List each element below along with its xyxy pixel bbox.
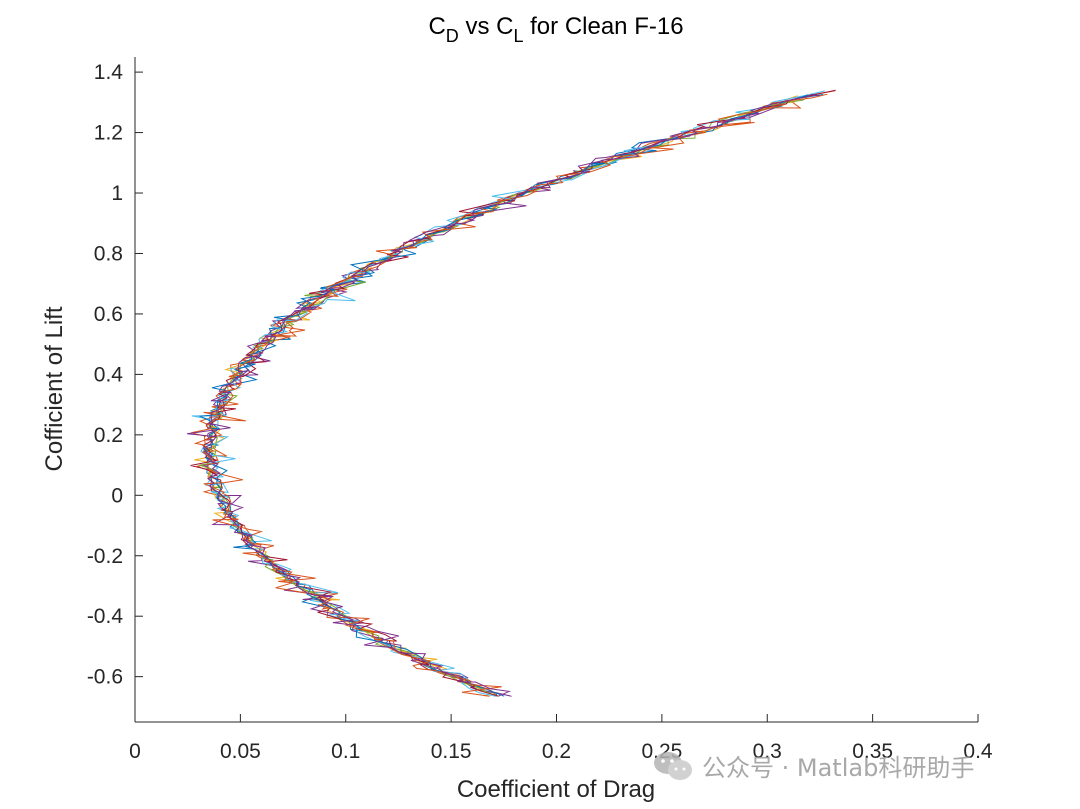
plot-area (135, 57, 978, 722)
y-ticks: -0.6 -0.4 -0.2 0 0.2 0.4 0.6 0.8 1 1.2 1.4 (87, 61, 143, 689)
series-line (187, 93, 818, 697)
x-tick-label: 0.2 (542, 740, 571, 763)
axes: 0 0.05 0.1 0.15 0.2 0.25 0.3 0.35 0.4 -0.6-0.4-0… (87, 57, 993, 763)
x-tick-label: 0.05 (220, 740, 261, 763)
series-line (190, 89, 836, 697)
y-tick-label: 0.2 (94, 424, 123, 447)
y-tick-label: 1 (111, 182, 123, 205)
y-tick-label: 0.4 (94, 363, 124, 386)
x-tick-label: 0.35 (852, 740, 893, 763)
watermark-text: 公众号 · Matlab科研助手 (702, 754, 975, 782)
x-tick-label: 0.3 (753, 740, 782, 763)
y-tick-label: -0.4 (87, 605, 124, 628)
x-axis-label: Coefficient of Drag (457, 776, 655, 803)
y-tick-label: 1.2 (94, 122, 123, 145)
x-tick-label: 0.4 (963, 740, 993, 763)
x-tick-label: 0.1 (331, 740, 360, 763)
x-ticks: 0 0.05 0.1 0.15 0.2 0.25 0.3 0.35 0.4 (129, 714, 993, 763)
y-axis-label: Cofficient of Lift (41, 306, 68, 471)
x-tick-label: 0 (129, 740, 141, 763)
series-line (198, 94, 808, 697)
x-tick-label: 0.15 (431, 740, 472, 763)
y-tick-label: 0.8 (94, 242, 123, 265)
y-tick-label: 0 (111, 484, 123, 507)
y-tick-label: -0.6 (87, 666, 123, 689)
y-tick-label: -0.2 (87, 545, 123, 568)
y-tick-label: 0.6 (94, 303, 123, 326)
y-tick-label: 1.4 (94, 61, 124, 84)
series-line (191, 90, 826, 697)
watermark: 公众号 · Matlab科研助手 (652, 748, 974, 783)
wechat-icon (654, 751, 692, 780)
series-group (187, 89, 836, 697)
chart-title: CD vs CL for Clean F-16 (428, 13, 683, 46)
